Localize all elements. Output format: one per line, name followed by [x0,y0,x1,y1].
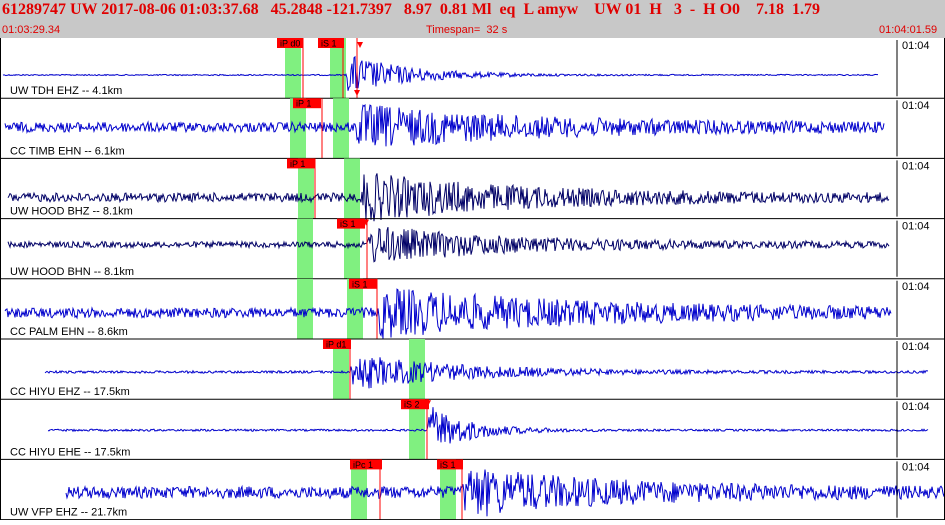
trace-panel[interactable]: iS 1 CC PALM EHN -- 8.6km 01:04 [0,278,945,340]
pick-flag-bg [337,218,365,229]
trace-panel[interactable]: iPc 1 iS 1 UW VFP EHZ -- 21.7km 01:04 [0,459,945,521]
station-label: CC PALM EHN -- 8.6km [10,326,128,338]
pick-flag[interactable]: iS 1 [318,38,344,49]
pick-window [298,158,314,219]
pick-flag-bg [349,278,377,289]
pick-marker-icon [354,90,360,96]
pick-marker-icon [425,400,431,407]
pick-flag-bg [323,339,351,349]
pick-window [290,98,306,159]
trace-panel[interactable]: iP 1 CC TIMB EHN -- 6.1km 01:04 [0,98,945,159]
pick-label: iP 1 [290,159,305,169]
waveform-plot[interactable]: iP d0 iS 1 UW TDH EHZ -- 4.1km 01:04 iP 1 CC … [0,38,945,521]
pick-flag[interactable]: iP d0 [277,38,303,49]
trace-panel[interactable]: iS 2 CC HIYU EHE -- 17.5km 01:04 [0,399,945,460]
pick-label: iS 2 [404,400,420,410]
pick-flag[interactable]: iS 1 [437,459,463,470]
pick-window [285,38,301,99]
seismogram-trace [7,227,890,263]
time-tick-label: 01:04 [902,281,930,293]
pick-flag[interactable]: iP 1 [293,98,321,109]
pick-window [440,459,456,520]
pick-flag[interactable]: iPc 1 [350,459,382,470]
pick-flag-bg [437,459,463,470]
station-label: UW HOOD BHZ -- 8.1km [10,206,133,218]
pick-flag[interactable]: iS 2 [401,399,429,410]
pick-flag-bg [293,98,321,109]
time-tick-label: 01:04 [902,401,930,413]
station-label: UW TDH EHZ -- 4.1km [10,85,122,97]
pick-window [330,38,346,99]
pick-label: iS 1 [352,279,368,289]
pick-flag[interactable]: iP d1 [323,339,351,350]
pick-marker-icon [357,42,363,48]
pick-window [297,218,313,279]
seismogram-trace [2,55,878,91]
time-tick-label: 01:04 [902,221,930,233]
trace-panel[interactable]: iP d0 iS 1 UW TDH EHZ -- 4.1km 01:04 [0,38,945,99]
seismogram-trace [65,469,945,517]
pick-label: iS 1 [440,460,456,470]
time-tick-label: 01:04 [902,461,930,473]
pick-label: iP 1 [296,99,311,109]
pick-flag-bg [287,158,315,169]
pick-label: iP d1 [326,340,346,350]
seismogram-trace [7,173,890,222]
pick-flag-bg [318,38,344,48]
pick-label: iP d0 [280,39,300,49]
pick-flag[interactable]: iS 1 [337,218,365,230]
pick-window [333,98,349,159]
pick-label: iPc 1 [353,460,373,470]
end-time: 01:04:01.59 [879,24,938,36]
pick-marker-icon [363,219,369,226]
start-time: 01:03:29.34 [2,24,61,36]
waveform-canvas[interactable]: iP d0 iS 1 UW TDH EHZ -- 4.1km 01:04 iP 1 CC … [0,38,945,521]
pick-flag[interactable]: iS 1 [349,278,377,290]
seismogram-trace [4,103,885,147]
trace-panel[interactable]: iP d1 CC HIYU EHZ -- 17.5km 01:04 [0,339,945,400]
timespan-label: Timespan= 32 s [426,24,508,36]
pick-window [297,278,313,339]
station-label: CC HIYU EHE -- 17.5km [10,446,130,458]
time-tick-label: 01:04 [902,40,930,52]
station-label: UW VFP EHZ -- 21.7km [10,507,127,519]
trace-panel[interactable]: iP 1 UW HOOD BHZ -- 8.1km 01:04 [0,158,945,222]
pick-flag-bg [350,459,382,470]
pick-window [333,339,349,400]
pick-window [347,278,363,339]
header-bar: 61289747 UW 2017-08-06 01:03:37.68 45.28… [0,0,945,38]
station-label: CC HIYU EHZ -- 17.5km [10,386,130,398]
pick-label: iS 1 [340,219,356,229]
seismogram-trace [44,357,928,389]
event-summary: 61289747 UW 2017-08-06 01:03:37.68 45.28… [2,1,821,18]
seismogram-trace [47,407,929,444]
pick-flag[interactable]: iP 1 [287,158,315,169]
trace-panel[interactable]: iS 1 UW HOOD BHN -- 8.1km 01:04 [0,218,945,280]
seismogram-trace [4,288,892,339]
pick-window [344,158,360,219]
time-tick-label: 01:04 [902,160,930,172]
pick-window [344,218,360,279]
time-tick-label: 01:04 [902,100,930,112]
station-label: CC TIMB EHN -- 6.1km [10,145,125,157]
time-tick-label: 01:04 [902,341,930,353]
pick-flag-bg [401,399,429,410]
station-label: UW HOOD BHN -- 8.1km [10,266,134,278]
pick-label: iS 1 [321,39,337,49]
pick-flag-bg [277,38,303,48]
